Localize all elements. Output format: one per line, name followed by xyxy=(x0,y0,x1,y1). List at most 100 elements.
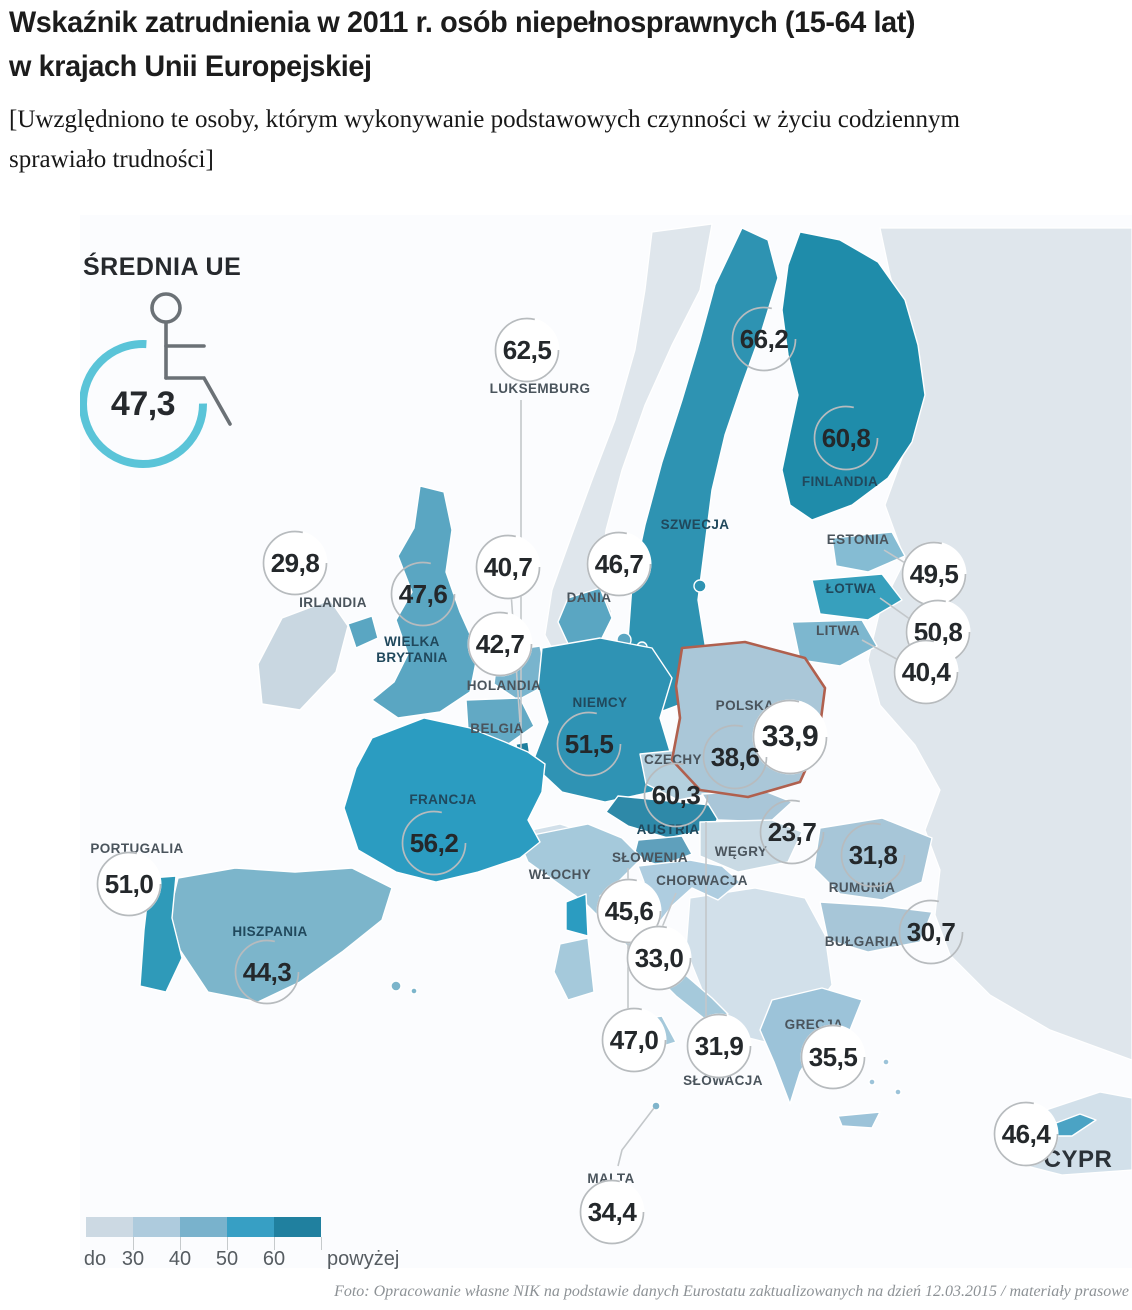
value-badge: 40,4 xyxy=(893,639,959,705)
country-label: ESTONIA xyxy=(827,532,890,548)
country-value: 35,5 xyxy=(808,1041,858,1072)
country-label: NIEMCY xyxy=(573,695,628,711)
legend-tick xyxy=(321,1237,322,1250)
legend-swatch xyxy=(227,1217,274,1237)
value-badge: 31,9 xyxy=(686,1013,752,1079)
legend-tick xyxy=(180,1237,181,1250)
value-badge: 33,9 xyxy=(752,699,828,775)
country-label-text: IRLANDIA xyxy=(299,595,367,611)
country-label-text: HISZPANIA xyxy=(232,924,308,940)
country-label-text: LITWA xyxy=(816,623,860,639)
value-badge: 47,6 xyxy=(390,561,456,627)
country-label-text: SZWECJA xyxy=(660,517,730,533)
value-badge: 46,4 xyxy=(993,1101,1059,1167)
value-badge: 44,3 xyxy=(234,939,300,1005)
country-label: POLSKA xyxy=(716,698,775,714)
country-value: 31,8 xyxy=(848,839,898,870)
legend-swatch xyxy=(133,1217,180,1237)
country-value: 66,2 xyxy=(739,323,789,354)
legend-swatch xyxy=(180,1217,227,1237)
country-value: 23,7 xyxy=(767,816,817,847)
country-value: 51,5 xyxy=(564,728,614,759)
value-badge: 34,4 xyxy=(579,1179,645,1245)
country-value: 40,4 xyxy=(901,656,951,687)
country-label-text: WĘGRY xyxy=(714,844,768,860)
country-label: LITWA xyxy=(816,623,860,639)
country-label-text: BELGIA xyxy=(470,721,524,737)
value-badge: 40,7 xyxy=(475,534,541,600)
value-badge: 35,5 xyxy=(800,1024,866,1090)
country-label-text: PORTUGALIA xyxy=(90,841,184,857)
country-label-text: SŁOWACJA xyxy=(683,1073,763,1089)
country-label: WĘGRY xyxy=(715,844,768,860)
value-badge: 62,5 xyxy=(494,317,560,383)
value-badge: 51,5 xyxy=(556,711,622,777)
country-label-text: FINLANDIA xyxy=(801,474,879,490)
legend-tick xyxy=(274,1237,275,1250)
country-value: 60,8 xyxy=(821,422,871,453)
country-label: HISZPANIA xyxy=(232,924,307,940)
value-badge: 49,5 xyxy=(901,541,967,607)
country-value: 56,2 xyxy=(409,827,459,858)
photo-credit: Foto: Opracowanie własne NIK na podstawi… xyxy=(334,1283,1129,1300)
country-label: WIELKA BRYTANIA xyxy=(376,634,447,666)
country-label-text: NIEMCY xyxy=(572,695,628,711)
value-badge: 51,0 xyxy=(96,851,162,917)
country-label: DANIA xyxy=(567,590,612,606)
country-label: FINLANDIA xyxy=(802,474,878,490)
value-badge: 30,7 xyxy=(898,899,964,965)
legend-swatch xyxy=(274,1217,321,1237)
country-label: LUKSEMBURG xyxy=(490,381,591,397)
country-value: 46,4 xyxy=(1001,1118,1051,1149)
country-label: WŁOCHY xyxy=(529,867,591,883)
country-label: CHORWACJA xyxy=(656,873,748,889)
value-badge: 47,0 xyxy=(601,1007,667,1073)
legend-label: 30 xyxy=(121,1248,145,1270)
country-value: 60,3 xyxy=(651,779,701,810)
value-badge: 56,2 xyxy=(401,810,467,876)
country-label: SZWECJA xyxy=(661,517,730,533)
value-badge: 42,7 xyxy=(467,611,533,677)
country-value: 29,8 xyxy=(270,547,320,578)
country-label-text: CHORWACJA xyxy=(656,873,748,889)
country-label-text: DANIA xyxy=(566,590,612,606)
eu-average-value: 47,3 xyxy=(110,385,176,423)
country-label-text: RUMUNIA xyxy=(828,880,896,896)
country-value: 42,7 xyxy=(475,628,525,659)
country-label-text: CYPR xyxy=(1043,1145,1113,1173)
country-value: 51,0 xyxy=(104,868,154,899)
country-label-text: WIELKA xyxy=(384,634,440,650)
country-value: 62,5 xyxy=(502,334,552,365)
value-badge: 46,7 xyxy=(586,531,652,597)
country-label-text: LUKSEMBURG xyxy=(489,381,591,397)
country-label-text: ESTONIA xyxy=(826,532,890,548)
country-label: IRLANDIA xyxy=(299,595,367,611)
legend-tick xyxy=(227,1237,228,1250)
value-badge: 29,8 xyxy=(262,530,328,596)
country-value: 33,9 xyxy=(761,720,819,753)
country-value: 40,7 xyxy=(483,551,533,582)
value-badge: 60,3 xyxy=(643,762,709,828)
country-label-text: BRYTANIA xyxy=(376,650,448,665)
legend-label: 40 xyxy=(168,1248,192,1270)
eu-average-title: ŚREDNIA UE xyxy=(83,253,242,281)
value-badge: 66,2 xyxy=(731,306,797,372)
country-value: 47,0 xyxy=(609,1024,659,1055)
country-value: 46,7 xyxy=(594,548,644,579)
country-label: ŁOTWA xyxy=(826,581,877,597)
value-badge: 38,6 xyxy=(702,724,768,790)
country-label-text: SŁOWENIA xyxy=(612,850,688,866)
country-label: CZECHY xyxy=(644,752,702,768)
country-label-text: POLSKA xyxy=(715,698,775,714)
country-label-text: WŁOCHY xyxy=(528,867,592,883)
value-badge: 23,7 xyxy=(759,799,825,865)
country-label: RUMUNIA xyxy=(829,880,896,896)
country-value: 31,9 xyxy=(694,1030,744,1061)
country-label-text: FRANCJA xyxy=(409,792,477,808)
country-value: 49,5 xyxy=(909,558,959,589)
legend-label: 60 xyxy=(262,1248,286,1270)
page-title-line2: w krajach Unii Europejskiej xyxy=(9,50,372,83)
country-label: CYPR xyxy=(1044,1146,1113,1174)
